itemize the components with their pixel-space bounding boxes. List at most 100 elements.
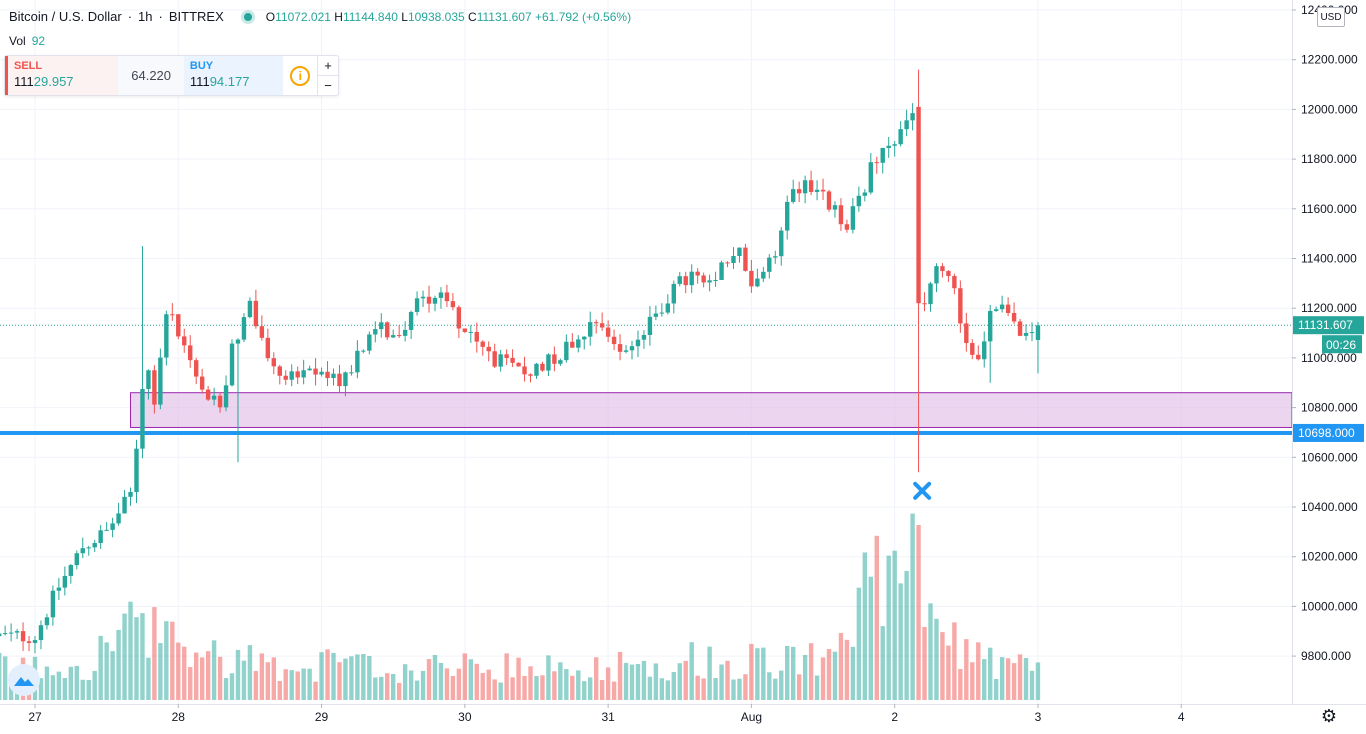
time-tick-label: 4 bbox=[1178, 710, 1185, 724]
candle bbox=[1035, 321, 1041, 374]
candle bbox=[713, 271, 718, 287]
interval-label[interactable]: 1h bbox=[138, 9, 153, 24]
market-status-icon[interactable] bbox=[243, 12, 252, 21]
trade-panel: SELL 11129.957 64.220 BUY 11194.177 i + … bbox=[4, 55, 339, 96]
volume-bar bbox=[134, 617, 139, 700]
candle-body bbox=[1023, 332, 1029, 336]
candle bbox=[779, 227, 784, 266]
volume-bar bbox=[432, 654, 438, 700]
candle bbox=[170, 303, 175, 321]
candle bbox=[379, 313, 384, 338]
candle-body bbox=[725, 262, 730, 264]
candle-body bbox=[289, 371, 294, 380]
logo-icon[interactable] bbox=[8, 664, 40, 696]
volume-bar bbox=[582, 681, 587, 700]
volume-bar bbox=[653, 663, 659, 700]
candle bbox=[528, 373, 533, 383]
info-button[interactable]: i bbox=[283, 56, 317, 95]
candle bbox=[361, 349, 366, 354]
close-value: 11131.607 bbox=[476, 9, 532, 24]
volume-bar bbox=[934, 618, 939, 700]
buy-price-main: 94.177 bbox=[209, 74, 250, 89]
volume-bar bbox=[50, 675, 56, 700]
price-tick-label: 10800.000 bbox=[1301, 401, 1358, 415]
candle-body bbox=[796, 189, 802, 194]
candle bbox=[916, 69, 921, 473]
candle bbox=[689, 264, 694, 293]
time-tick-label: Aug bbox=[741, 710, 762, 724]
candle-body bbox=[564, 341, 569, 361]
candle-body bbox=[152, 370, 157, 405]
minus-button[interactable]: − bbox=[318, 75, 338, 95]
volume-bar bbox=[414, 680, 420, 700]
candle bbox=[295, 366, 300, 385]
candle-body bbox=[331, 373, 336, 379]
volume-bar bbox=[325, 649, 330, 700]
candle-body bbox=[689, 271, 694, 286]
candle bbox=[116, 502, 121, 526]
candle bbox=[313, 358, 318, 386]
volume-bar bbox=[743, 674, 748, 700]
volume-bar bbox=[952, 622, 957, 700]
candle bbox=[385, 321, 390, 341]
candle-body bbox=[492, 351, 497, 367]
plus-button[interactable]: + bbox=[324, 58, 332, 73]
volume-bar bbox=[719, 664, 724, 700]
volume-bar bbox=[152, 607, 157, 700]
candle-body bbox=[982, 341, 987, 360]
candle-body bbox=[940, 266, 945, 272]
candle-body bbox=[199, 376, 205, 390]
candle bbox=[247, 297, 253, 319]
candle bbox=[349, 365, 354, 376]
candle-body bbox=[176, 314, 181, 337]
volume-bar bbox=[922, 627, 927, 700]
gear-icon[interactable]: ⚙ bbox=[1320, 705, 1338, 726]
volume-bar bbox=[402, 664, 408, 700]
volume-bar bbox=[247, 645, 253, 700]
volume-bar bbox=[898, 583, 903, 700]
volume-bar bbox=[343, 658, 348, 700]
low-label: L bbox=[401, 9, 408, 24]
candle bbox=[38, 620, 44, 650]
candle bbox=[438, 287, 444, 309]
volume-bar bbox=[373, 677, 378, 700]
candle-body bbox=[743, 247, 748, 271]
current-price-label: 11131.607 bbox=[1298, 318, 1353, 332]
candle-body bbox=[486, 346, 491, 352]
candle-body bbox=[361, 350, 366, 352]
candle bbox=[796, 181, 802, 203]
volume-bar bbox=[826, 649, 832, 700]
candle-body bbox=[599, 323, 605, 328]
candle-body bbox=[164, 314, 169, 358]
symbol-name[interactable]: Bitcoin / U.S. Dollar bbox=[9, 9, 122, 24]
candle bbox=[456, 305, 462, 339]
sell-button[interactable]: SELL 11129.957 bbox=[5, 56, 119, 95]
candle-body bbox=[140, 389, 145, 449]
volume-bar bbox=[761, 647, 766, 700]
candle bbox=[946, 270, 951, 282]
volume-bar bbox=[128, 601, 133, 700]
candle bbox=[850, 198, 856, 234]
volume-bar bbox=[611, 681, 617, 700]
candle-body bbox=[408, 311, 414, 330]
volume-bar bbox=[1005, 658, 1011, 700]
candle bbox=[98, 524, 103, 550]
currency-button[interactable]: USD bbox=[1317, 7, 1345, 27]
candle-body bbox=[665, 303, 671, 313]
candle-body bbox=[14, 631, 20, 633]
candle-body bbox=[755, 278, 760, 287]
volume-legend[interactable]: Vol 92 bbox=[9, 34, 45, 48]
candle bbox=[504, 349, 509, 366]
candle bbox=[265, 328, 271, 362]
price-tick-label: 11400.000 bbox=[1301, 252, 1357, 266]
candle bbox=[588, 311, 593, 346]
candle-body bbox=[653, 313, 659, 317]
volume-bar bbox=[570, 675, 575, 700]
volume-bar bbox=[808, 643, 814, 700]
candle bbox=[820, 178, 826, 200]
time-tick-label: 3 bbox=[1035, 710, 1042, 724]
volume-bar bbox=[635, 664, 641, 700]
buy-button[interactable]: BUY 11194.177 bbox=[183, 56, 284, 95]
candle-body bbox=[629, 346, 635, 351]
